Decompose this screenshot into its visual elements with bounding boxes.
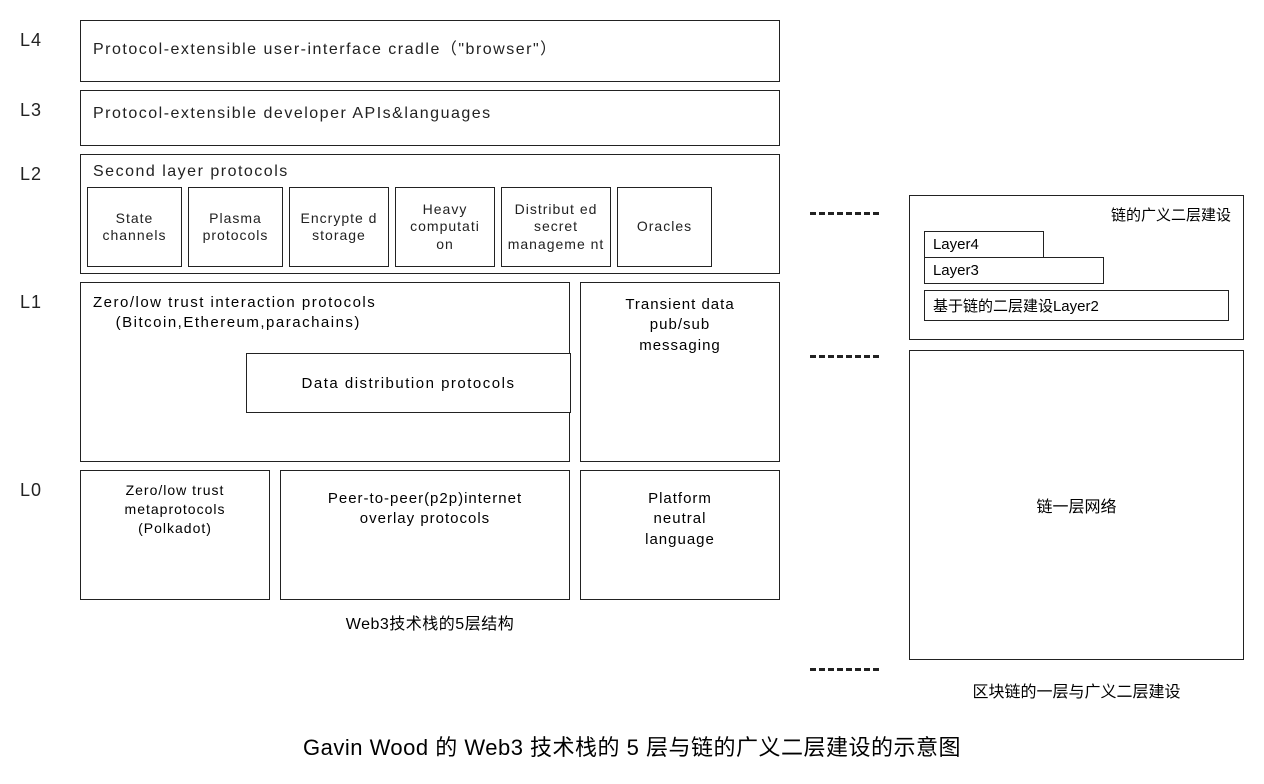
layer-l2-box: Second layer protocols State channelsPla… — [80, 154, 780, 274]
l1-left-title: Zero/low trust interaction protocols (Bi… — [81, 283, 569, 344]
layer-l2-title: Second layer protocols — [87, 161, 773, 187]
layer-l3-box: Protocol-extensible developer APIs&langu… — [80, 90, 780, 146]
l1-body: Zero/low trust interaction protocols (Bi… — [80, 282, 780, 462]
right-caption: 区块链的一层与广义二层建设 — [909, 678, 1244, 702]
l1-left-box: Zero/low trust interaction protocols (Bi… — [80, 282, 570, 462]
l2-child-1: Plasma protocols — [188, 187, 283, 267]
right-layer3-box: Layer3 — [924, 257, 1104, 284]
layer-label-l1: L1 — [20, 282, 80, 313]
layer-label-l0: L0 — [20, 470, 80, 501]
right-layer2-box: 基于链的二层建设Layer2 — [924, 290, 1229, 321]
layer-l4-title: Protocol-extensible user-interface cradl… — [87, 27, 773, 67]
l1-inner-box: Data distribution protocols — [246, 353, 571, 413]
layer-label-l3: L3 — [20, 90, 80, 121]
dash-top — [810, 212, 879, 215]
l0-left1-box: Zero/low trustmetaprotocols(Polkadot) — [80, 470, 270, 600]
right-top-title: 链的广义二层建设 — [916, 202, 1237, 231]
layer-l1-row: L1 Zero/low trust interaction protocols … — [20, 282, 780, 462]
right-bottom-box: 链一层网络 — [909, 350, 1244, 660]
layer-label-l2: L2 — [20, 154, 80, 185]
web3-stack-diagram: L4 Protocol-extensible user-interface cr… — [20, 20, 1244, 702]
connector-column — [810, 20, 879, 675]
l2-children-row: State channelsPlasma protocolsEncrypte d… — [87, 187, 773, 267]
l0-body: Zero/low trustmetaprotocols(Polkadot) Pe… — [80, 470, 780, 600]
l2-child-3: Heavy computati on — [395, 187, 495, 267]
layer-l4-box: Protocol-extensible user-interface cradl… — [80, 20, 780, 82]
layer-l3-title: Protocol-extensible developer APIs&langu… — [87, 97, 773, 131]
dash-bottom — [810, 668, 879, 671]
l1-right-box: Transient datapub/submessaging — [580, 282, 780, 462]
l2-child-0: State channels — [87, 187, 182, 267]
main-caption: Gavin Wood 的 Web3 技术栈的 5 层与链的广义二层建设的示意图 — [20, 730, 1244, 762]
layer-l4-row: L4 Protocol-extensible user-interface cr… — [20, 20, 780, 82]
l2-child-4: Distribut ed secret manageme nt — [501, 187, 611, 267]
l0-left2-box: Peer-to-peer(p2p)internetoverlay protoco… — [280, 470, 570, 600]
layer-l0-row: L0 Zero/low trustmetaprotocols(Polkadot)… — [20, 470, 780, 600]
dash-mid — [810, 355, 879, 358]
layer-l3-row: L3 Protocol-extensible developer APIs&la… — [20, 90, 780, 146]
left-stack: L4 Protocol-extensible user-interface cr… — [20, 20, 780, 634]
layer-l2-row: L2 Second layer protocols State channels… — [20, 154, 780, 274]
left-caption: Web3技术栈的5层结构 — [20, 610, 780, 634]
right-top-box: 链的广义二层建设 Layer4 Layer3 基于链的二层建设Layer2 — [909, 195, 1244, 340]
right-stack: 链的广义二层建设 Layer4 Layer3 基于链的二层建设Layer2 链一… — [909, 20, 1244, 702]
layer-label-l4: L4 — [20, 20, 80, 51]
l0-right-box: Platformneutrallanguage — [580, 470, 780, 600]
l2-child-5: Oracles — [617, 187, 712, 267]
l2-child-2: Encrypte d storage — [289, 187, 389, 267]
right-layer4-box: Layer4 — [924, 231, 1044, 258]
